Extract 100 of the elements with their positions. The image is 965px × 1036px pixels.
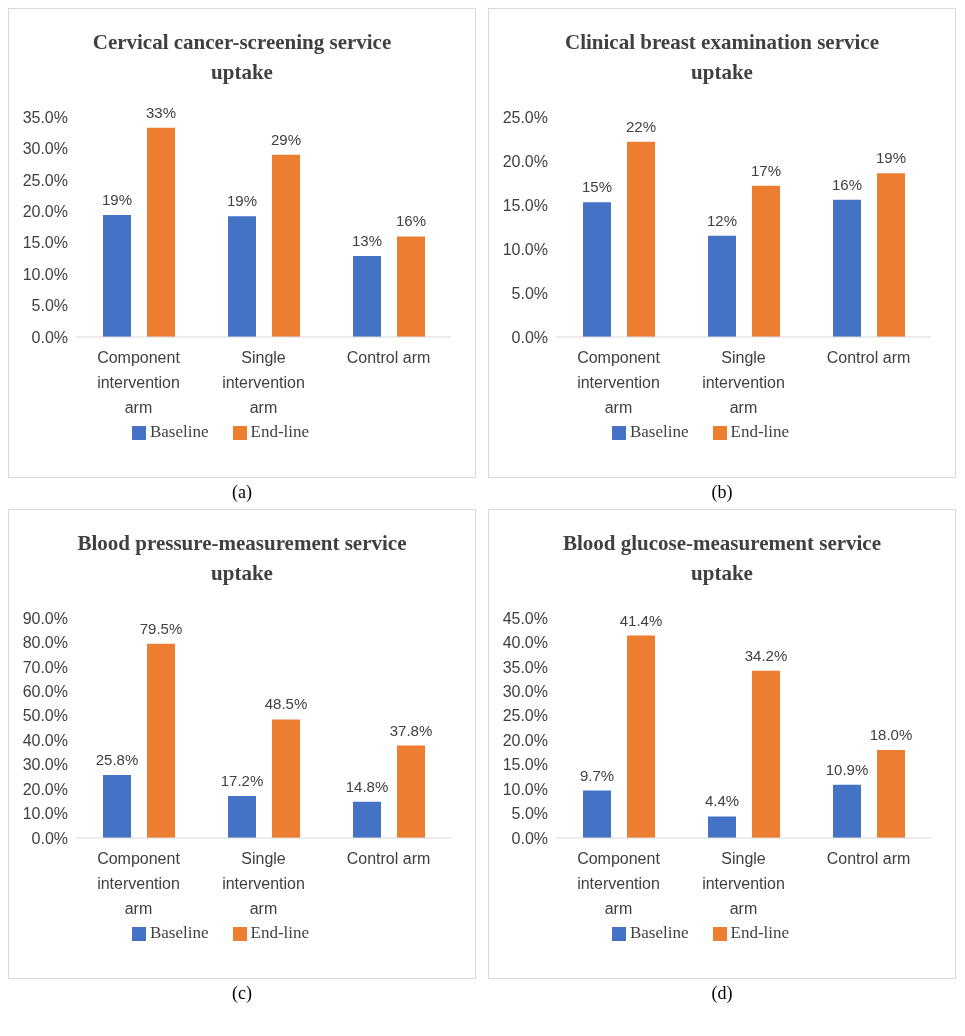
y-tick-label: 80.0% [22, 634, 68, 652]
legend-label: End-line [250, 923, 310, 942]
y-tick-label: 25.0% [502, 108, 548, 126]
data-label: 33% [145, 103, 177, 121]
data-label: 17% [750, 161, 782, 179]
y-tick-label: 10.0% [22, 265, 68, 283]
bar [877, 750, 905, 838]
y-tick-label: 0.0% [511, 829, 548, 847]
x-tick-label: Control arm [826, 850, 911, 867]
bar [228, 216, 256, 337]
y-tick-label: 40.0% [502, 634, 548, 652]
text: (a) [231, 482, 253, 503]
y-tick-label: 40.0% [22, 731, 68, 749]
data-label: 19% [226, 192, 258, 210]
data-label: 25.8% [95, 750, 139, 768]
y-tick-label: 5.0% [511, 805, 548, 823]
chart-title: Clinical breast examination service uptake [564, 29, 880, 86]
bar [752, 670, 780, 838]
x-tick-label: Component intervention arm [97, 850, 181, 917]
y-tick-label: 5.0% [31, 297, 68, 315]
data-label: 17.2% [220, 771, 264, 789]
y-tick-label: 70.0% [22, 658, 68, 676]
y-tick-label: 25.0% [22, 171, 68, 189]
data-label: 37.8% [389, 721, 433, 739]
x-tick-label: Single intervention arm [702, 850, 785, 917]
y-tick-label: 35.0% [502, 658, 548, 676]
y-tick-label: 0.0% [31, 328, 68, 346]
bar [147, 643, 175, 838]
chart-title: Blood glucose-measurement service uptake [561, 530, 882, 587]
legend-label: End-line [730, 422, 790, 441]
legend-label: Baseline [149, 923, 209, 942]
x-tick-label: Single intervention arm [702, 349, 785, 416]
data-label: 14.8% [345, 777, 389, 795]
bar [103, 215, 131, 337]
y-tick-label: 15.0% [502, 196, 548, 214]
legend-label: Baseline [629, 422, 689, 441]
data-label: 41.4% [619, 611, 663, 629]
y-tick-label: 45.0% [502, 609, 548, 627]
bar [833, 199, 861, 337]
x-tick-label: Single intervention arm [222, 850, 305, 917]
bar [583, 202, 611, 337]
y-tick-label: 35.0% [22, 108, 68, 126]
x-tick-label: Control arm [346, 850, 431, 867]
y-tick-label: 10.0% [502, 240, 548, 258]
y-tick-label: 20.0% [502, 731, 548, 749]
text: (c) [231, 983, 253, 1004]
x-tick-label: Component intervention arm [577, 349, 661, 416]
bar [583, 790, 611, 838]
bar [397, 745, 425, 838]
chart-title: Cervical cancer-screening service uptake [91, 29, 393, 86]
data-label: 16% [395, 212, 427, 230]
x-tick-label: Component intervention arm [577, 850, 661, 917]
data-label: 10.9% [825, 760, 869, 778]
bar [272, 154, 300, 337]
data-label: 34.2% [744, 646, 788, 664]
y-tick-label: 60.0% [22, 683, 68, 701]
bar [708, 816, 736, 838]
x-tick-label: Control arm [346, 349, 431, 366]
data-label: 15% [581, 178, 613, 196]
bar [627, 141, 655, 337]
y-tick-label: 50.0% [22, 707, 68, 725]
legend-label: End-line [250, 422, 310, 441]
bar [627, 635, 655, 838]
legend-label: Baseline [629, 923, 689, 942]
y-tick-label: 5.0% [511, 284, 548, 302]
bar [752, 185, 780, 337]
y-tick-label: 0.0% [511, 328, 548, 346]
y-tick-label: 25.0% [502, 707, 548, 725]
bar [272, 719, 300, 838]
bar [353, 801, 381, 838]
y-tick-label: 15.0% [502, 756, 548, 774]
bar [228, 795, 256, 838]
data-label: 48.5% [264, 695, 308, 713]
bar [833, 784, 861, 838]
text: (d) [710, 983, 734, 1004]
x-tick-label: Control arm [826, 349, 911, 366]
y-tick-label: 15.0% [22, 234, 68, 252]
bar [103, 774, 131, 838]
data-label: 4.4% [704, 792, 740, 810]
bar [353, 255, 381, 337]
x-tick-label: Component intervention arm [97, 349, 181, 416]
data-label: 19% [875, 149, 907, 167]
y-tick-label: 90.0% [22, 609, 68, 627]
data-label: 9.7% [579, 766, 615, 784]
y-tick-label: 30.0% [22, 756, 68, 774]
y-tick-label: 20.0% [22, 202, 68, 220]
legend-label: End-line [730, 923, 790, 942]
y-tick-label: 30.0% [22, 140, 68, 158]
data-label: 13% [351, 231, 383, 249]
y-tick-label: 10.0% [22, 805, 68, 823]
data-label: 19% [101, 191, 133, 209]
data-label: 18.0% [869, 726, 913, 743]
data-label: 29% [270, 130, 302, 148]
data-label: 16% [831, 175, 863, 193]
bar [147, 127, 175, 337]
data-label: 12% [706, 211, 738, 229]
text: (b) [710, 482, 734, 503]
y-tick-label: 20.0% [22, 780, 68, 798]
bar [708, 235, 736, 337]
chart-title: Blood pressure-measurement service uptake [77, 530, 407, 587]
